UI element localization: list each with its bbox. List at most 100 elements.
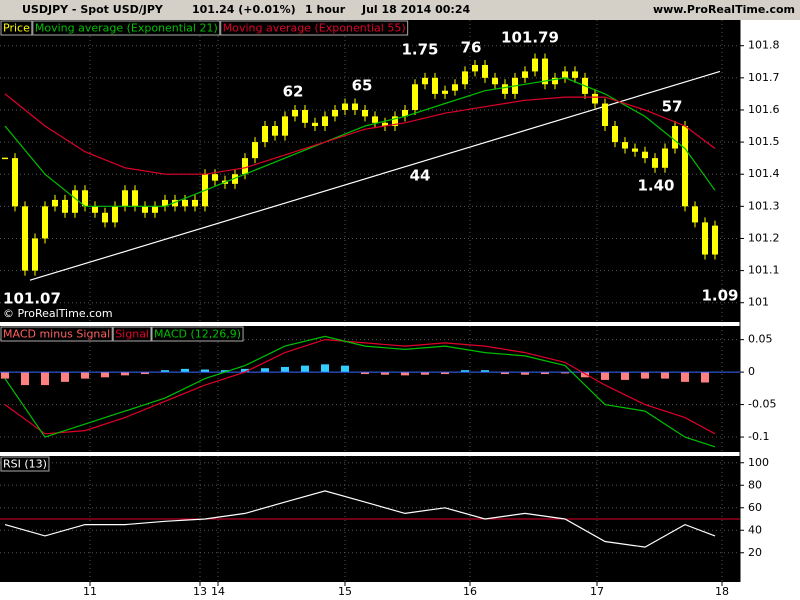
last-price: 101.24 (+0.01%) bbox=[192, 3, 296, 16]
histogram-bar bbox=[201, 369, 209, 373]
candle bbox=[632, 148, 638, 152]
candle bbox=[72, 190, 78, 213]
candle bbox=[252, 142, 258, 159]
annotation: 101.79 bbox=[501, 29, 559, 47]
macd-panel bbox=[0, 326, 740, 452]
candle bbox=[362, 109, 368, 117]
candle bbox=[262, 126, 268, 143]
histogram-bar bbox=[461, 370, 469, 373]
legend-entry: RSI (13) bbox=[3, 458, 47, 471]
y-tick-label: 0 bbox=[748, 365, 755, 378]
line-series bbox=[4, 93, 716, 175]
x-tick-label: 17 bbox=[590, 585, 604, 598]
candle bbox=[12, 158, 18, 207]
histogram-bar bbox=[561, 372, 569, 374]
histogram-bar bbox=[121, 372, 129, 376]
candle bbox=[102, 212, 108, 223]
y-tick-label: 101.5 bbox=[748, 135, 780, 148]
legend-box bbox=[151, 326, 244, 342]
legend-entry: MACD minus Signal bbox=[3, 328, 110, 341]
histogram-bar bbox=[441, 372, 449, 375]
histogram-bar bbox=[161, 370, 169, 373]
legend-entry: Price bbox=[3, 22, 30, 35]
y-tick-label: 0.05 bbox=[748, 333, 773, 346]
candle bbox=[412, 84, 418, 110]
candle bbox=[502, 84, 508, 94]
candle bbox=[682, 126, 688, 207]
candle bbox=[402, 109, 408, 117]
candle bbox=[182, 199, 188, 207]
candle bbox=[42, 206, 48, 239]
instrument: USDJPY - Spot USD/JPY bbox=[22, 3, 164, 16]
histogram-bar bbox=[301, 365, 309, 373]
candle bbox=[532, 58, 538, 72]
datetime: Jul 18 2014 00:24 bbox=[361, 3, 470, 16]
histogram-bar bbox=[381, 372, 389, 375]
histogram-bar bbox=[141, 372, 149, 375]
y-tick-label: -0.05 bbox=[748, 398, 776, 411]
y-tick-label: 101.4 bbox=[748, 167, 780, 180]
histogram-bar bbox=[641, 372, 649, 379]
histogram-bar bbox=[401, 372, 409, 376]
candle bbox=[602, 103, 608, 127]
histogram-bar bbox=[101, 372, 109, 378]
legend-box bbox=[220, 20, 409, 36]
histogram-bar bbox=[81, 372, 89, 379]
y-tick-label: 101.8 bbox=[748, 39, 780, 52]
candle bbox=[442, 90, 448, 94]
candle bbox=[62, 199, 68, 213]
annotation: 76 bbox=[461, 39, 482, 57]
candle bbox=[422, 77, 428, 85]
candle bbox=[392, 116, 398, 127]
candle bbox=[192, 199, 198, 207]
x-tick-label: 11 bbox=[83, 585, 97, 598]
legend-box bbox=[112, 326, 152, 342]
candle bbox=[172, 199, 178, 207]
x-tick-label: 15 bbox=[338, 585, 352, 598]
y-tick-label: 101.3 bbox=[748, 199, 780, 212]
legend-entry: Moving average (Exponential 55) bbox=[223, 22, 406, 35]
y-tick-label: 101 bbox=[748, 296, 769, 309]
candle bbox=[372, 116, 378, 123]
candle bbox=[52, 199, 58, 207]
y-tick-label: 60 bbox=[748, 501, 762, 514]
price-panel bbox=[0, 20, 740, 322]
legend-entry: Signal bbox=[115, 328, 149, 341]
x-tick-label: 13 bbox=[193, 585, 207, 598]
candle bbox=[482, 64, 488, 78]
candle bbox=[652, 158, 658, 168]
histogram-bar bbox=[221, 370, 229, 373]
y-tick-label: 101.6 bbox=[748, 103, 780, 116]
candle bbox=[232, 174, 238, 184]
annotation: 1.75 bbox=[401, 41, 438, 59]
candle bbox=[622, 142, 628, 149]
candle bbox=[472, 64, 478, 72]
candle bbox=[382, 122, 388, 127]
histogram-bar bbox=[241, 368, 249, 373]
y-tick-label: 100 bbox=[748, 456, 769, 469]
candle bbox=[272, 126, 278, 136]
histogram-bar bbox=[521, 372, 529, 375]
watermark: © ProRealTime.com bbox=[3, 307, 113, 320]
line-series bbox=[4, 77, 716, 207]
histogram-bar bbox=[621, 372, 629, 380]
candle bbox=[702, 222, 708, 255]
histogram-bar bbox=[261, 368, 269, 373]
candle bbox=[152, 206, 158, 213]
candle bbox=[492, 77, 498, 85]
candle bbox=[612, 126, 618, 143]
legend-box bbox=[0, 456, 50, 472]
candle bbox=[672, 126, 678, 149]
annotation: 101.07 bbox=[3, 290, 61, 308]
legend-box bbox=[0, 20, 33, 36]
candle bbox=[162, 199, 168, 207]
annotation: 1.40 bbox=[637, 177, 674, 195]
candle bbox=[2, 157, 8, 160]
legend-box bbox=[0, 326, 113, 342]
candle bbox=[562, 71, 568, 78]
histogram-bar bbox=[321, 364, 329, 373]
histogram-bar bbox=[701, 372, 709, 383]
header-bar bbox=[0, 0, 800, 20]
candle bbox=[302, 109, 308, 123]
